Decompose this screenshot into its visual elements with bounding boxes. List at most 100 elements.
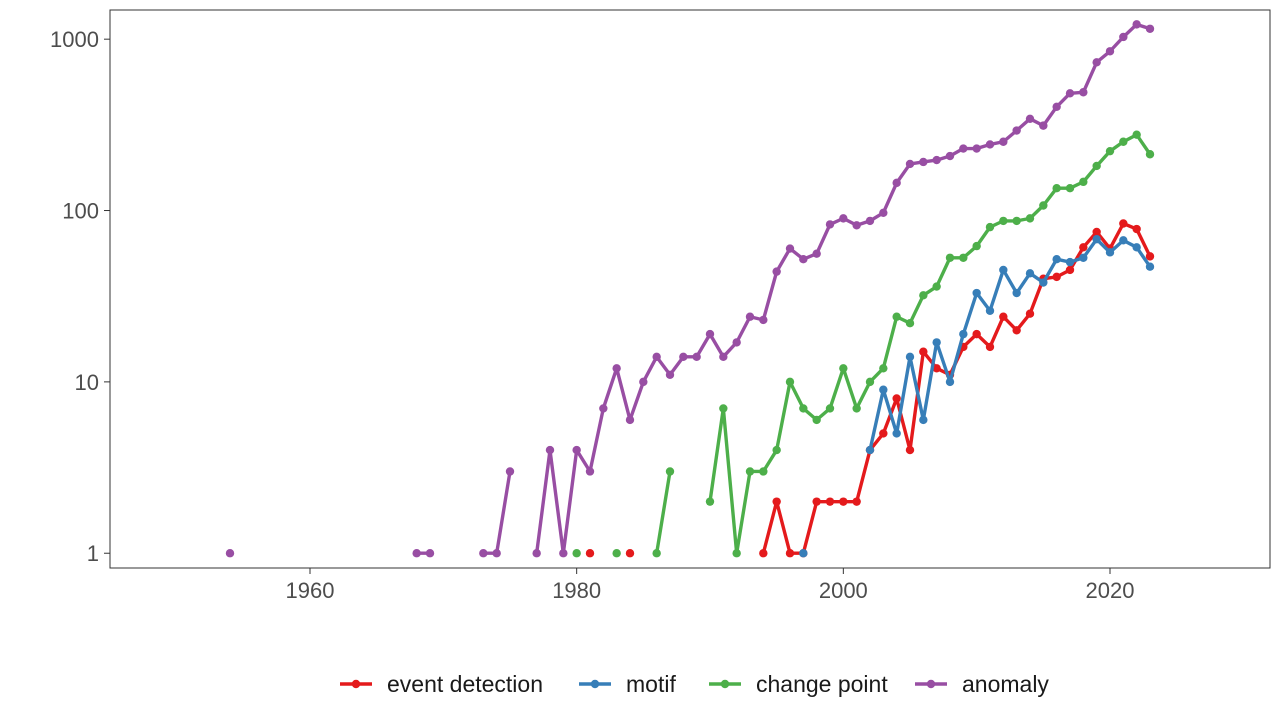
data-point bbox=[599, 404, 608, 413]
data-point bbox=[799, 254, 808, 264]
data-point bbox=[1052, 254, 1061, 264]
data-point bbox=[879, 385, 888, 394]
series-line bbox=[868, 237, 1152, 452]
data-point bbox=[972, 329, 981, 339]
data-point bbox=[1092, 227, 1101, 237]
data-point bbox=[825, 404, 835, 413]
data-point bbox=[1132, 20, 1141, 29]
data-point bbox=[799, 549, 808, 558]
data-point bbox=[959, 329, 968, 339]
y-tick-label: 1 bbox=[87, 541, 99, 566]
data-point bbox=[919, 347, 928, 356]
data-point bbox=[852, 404, 861, 413]
data-point bbox=[572, 549, 581, 558]
data-point bbox=[1012, 126, 1021, 135]
data-point bbox=[745, 312, 755, 321]
data-point bbox=[999, 265, 1008, 275]
data-point bbox=[1079, 177, 1088, 187]
data-point bbox=[652, 549, 661, 558]
data-point bbox=[1025, 309, 1035, 318]
data-point bbox=[772, 445, 781, 455]
data-point bbox=[1065, 257, 1075, 267]
data-point bbox=[865, 216, 875, 226]
data-point bbox=[999, 312, 1008, 321]
data-point bbox=[412, 549, 421, 558]
data-point bbox=[1145, 252, 1155, 261]
data-point bbox=[839, 497, 848, 506]
data-point bbox=[1039, 201, 1048, 210]
data-point bbox=[785, 549, 795, 558]
data-point bbox=[959, 144, 968, 153]
data-point bbox=[1092, 161, 1101, 171]
data-point bbox=[932, 155, 941, 165]
x-tick-label: 1980 bbox=[552, 578, 601, 603]
legend-item: event detection bbox=[340, 671, 543, 697]
plot-panel bbox=[109, 9, 1271, 569]
data-point bbox=[945, 377, 955, 387]
data-point bbox=[1105, 248, 1115, 257]
data-point bbox=[932, 338, 941, 347]
data-point bbox=[705, 329, 715, 339]
data-point bbox=[1065, 89, 1075, 98]
data-point bbox=[1052, 272, 1061, 282]
legend-label: motif bbox=[626, 671, 676, 697]
data-point bbox=[745, 467, 755, 476]
data-point bbox=[492, 549, 501, 558]
data-point bbox=[892, 312, 901, 321]
data-point bbox=[585, 467, 595, 476]
data-point bbox=[879, 429, 888, 438]
data-point bbox=[879, 364, 888, 373]
data-point bbox=[692, 352, 701, 362]
data-point bbox=[839, 364, 848, 373]
data-point bbox=[625, 549, 635, 558]
data-point bbox=[932, 364, 941, 373]
data-point bbox=[732, 549, 741, 558]
legend-key-point bbox=[720, 679, 730, 689]
data-point bbox=[865, 377, 875, 387]
data-point bbox=[932, 282, 941, 291]
data-point bbox=[719, 352, 728, 362]
series-layer bbox=[225, 20, 1155, 558]
data-point bbox=[705, 497, 715, 506]
data-point bbox=[852, 221, 861, 230]
data-point bbox=[652, 352, 661, 362]
data-point bbox=[919, 415, 928, 425]
data-point bbox=[639, 377, 648, 387]
data-point bbox=[1105, 146, 1115, 156]
data-point bbox=[772, 267, 781, 276]
data-point bbox=[892, 394, 901, 403]
data-point bbox=[999, 216, 1008, 226]
data-point bbox=[812, 415, 821, 425]
data-point bbox=[1052, 183, 1061, 193]
data-point bbox=[625, 415, 635, 425]
data-point bbox=[919, 157, 928, 167]
data-point bbox=[665, 467, 675, 476]
data-point bbox=[1132, 224, 1141, 234]
legend-item: change point bbox=[709, 671, 888, 697]
data-point bbox=[892, 178, 901, 188]
data-point bbox=[1092, 235, 1101, 244]
data-point bbox=[532, 549, 541, 558]
data-point bbox=[1145, 262, 1155, 271]
data-point bbox=[972, 241, 981, 251]
data-point bbox=[785, 377, 795, 387]
data-point bbox=[1012, 216, 1021, 226]
y-axis: 1 10 100 1000 bbox=[50, 27, 110, 566]
data-point bbox=[999, 137, 1008, 146]
data-point bbox=[785, 244, 795, 253]
data-point bbox=[759, 467, 768, 476]
data-point bbox=[959, 253, 968, 262]
data-point bbox=[972, 288, 981, 298]
data-point bbox=[1132, 130, 1141, 139]
data-point bbox=[825, 497, 835, 506]
data-point bbox=[852, 497, 861, 506]
data-point bbox=[1145, 24, 1155, 33]
data-point bbox=[945, 151, 955, 161]
legend-item: motif bbox=[579, 671, 676, 697]
series-anomaly bbox=[225, 20, 1155, 558]
data-point bbox=[1025, 214, 1035, 223]
legend: event detection motif change point anomaly bbox=[340, 671, 1049, 697]
legend-label: change point bbox=[756, 671, 888, 697]
data-point bbox=[1079, 243, 1088, 252]
